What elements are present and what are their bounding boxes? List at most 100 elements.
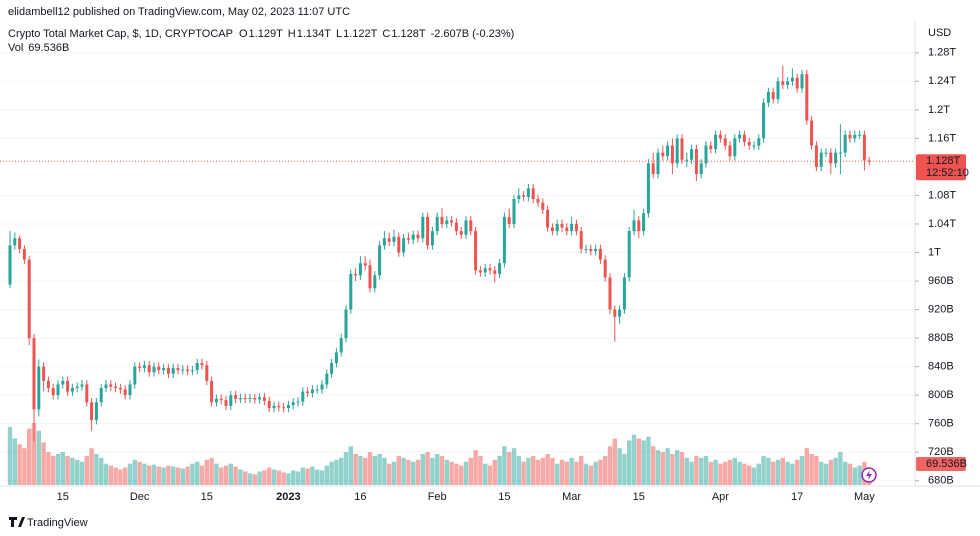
candle-body	[718, 134, 722, 139]
candle-body	[800, 74, 804, 89]
x-tick-label: 17	[791, 491, 803, 503]
volume-bar	[521, 461, 526, 485]
candle-body	[378, 245, 382, 276]
x-tick-label: 15	[57, 491, 69, 503]
volume-bar	[372, 455, 377, 485]
candle-body	[99, 388, 103, 403]
volume-bar	[732, 457, 737, 485]
candle-body	[162, 368, 166, 371]
candle-body	[402, 238, 406, 253]
brand: TradingView	[9, 517, 88, 529]
y-tick-label: 1.16T	[928, 132, 956, 144]
y-tick-label: 840B	[928, 361, 954, 373]
volume-bar	[180, 468, 185, 485]
volume-bar	[396, 455, 401, 485]
volume-bar	[243, 471, 248, 485]
y-tick-label: 1T	[928, 246, 941, 258]
last-price-label: 1.128T	[926, 155, 961, 167]
candle-body	[411, 234, 415, 240]
candle-body	[262, 397, 266, 401]
y-tick-label: 1.04T	[928, 218, 956, 230]
candle-body	[349, 273, 353, 310]
volume-bar	[785, 461, 790, 485]
candle-body	[258, 397, 262, 400]
candle-body	[656, 152, 660, 175]
candle-body	[867, 160, 871, 162]
change: -2.607B (-0.23%)	[431, 28, 515, 40]
x-tick-label: 15	[498, 491, 510, 503]
x-tick-label: May	[854, 491, 875, 503]
volume-bar	[454, 463, 459, 485]
candle-body	[133, 366, 137, 385]
volume-bar	[463, 461, 469, 485]
candle-body	[27, 259, 31, 339]
candle-body	[61, 380, 65, 385]
candle-body	[598, 248, 602, 260]
candle-body	[464, 220, 468, 235]
candle-body	[80, 384, 84, 387]
y-tick-label: 960B	[928, 275, 954, 287]
candle-body	[166, 368, 170, 374]
volume-bar	[555, 463, 560, 485]
volume-bar	[708, 461, 713, 485]
volume-bar	[612, 438, 617, 485]
candle-body	[219, 398, 223, 401]
candle-body	[766, 92, 770, 103]
volume-bar	[607, 446, 613, 485]
candle-body	[622, 277, 626, 310]
candle-body	[421, 216, 425, 239]
volume-bar	[334, 459, 339, 485]
volume-bar	[286, 473, 291, 485]
candle-body	[661, 152, 665, 157]
candle-body	[838, 152, 842, 154]
volume-bar	[99, 457, 104, 485]
volume-bar	[689, 461, 694, 485]
volume-bar	[819, 461, 824, 485]
candle-body	[286, 405, 290, 408]
volume-bar	[631, 434, 637, 485]
volume-bar	[219, 467, 224, 485]
candle-body	[382, 238, 386, 246]
candle-body	[584, 248, 588, 250]
ohlc-value: 1.128T	[391, 28, 426, 40]
volume-bar	[579, 455, 584, 485]
candle-body	[502, 216, 506, 264]
volume-bar	[804, 448, 809, 485]
x-tick-label: Dec	[130, 491, 150, 503]
volume-bar	[814, 455, 819, 485]
volume-bar	[41, 442, 46, 485]
candle-body	[728, 145, 732, 157]
candle-body	[675, 138, 679, 164]
volume-bar	[857, 465, 862, 485]
candle-body	[574, 223, 578, 232]
volume-bar	[228, 463, 233, 485]
volume-bar	[799, 455, 805, 485]
candle-body	[666, 145, 670, 157]
volume-bar	[843, 461, 848, 485]
volume-bar	[771, 461, 776, 485]
candle-body	[344, 309, 348, 339]
candle-body	[301, 391, 305, 402]
volume-bar	[281, 472, 286, 485]
volume-bar	[367, 452, 373, 485]
x-tick-label: 15	[201, 491, 213, 503]
candle-body	[723, 138, 727, 146]
y-tick-label: 800B	[928, 389, 954, 401]
volume-bar	[723, 461, 728, 485]
volume-bar	[684, 457, 689, 485]
volume-bar	[483, 463, 488, 485]
candle-body	[190, 370, 194, 372]
volume-bar	[478, 455, 483, 485]
y-tick-label: 1.24T	[928, 75, 956, 87]
volume-bar	[694, 455, 699, 485]
candle-body	[608, 277, 612, 310]
candle-body	[714, 134, 718, 150]
volume-bar	[339, 457, 344, 485]
volume-bar	[147, 465, 152, 485]
candle-body	[200, 363, 204, 366]
candle-body	[810, 120, 814, 146]
volume-bar	[204, 459, 209, 485]
volume-bar	[751, 467, 757, 485]
volume-bar	[651, 446, 656, 485]
volume-bar	[473, 450, 478, 485]
